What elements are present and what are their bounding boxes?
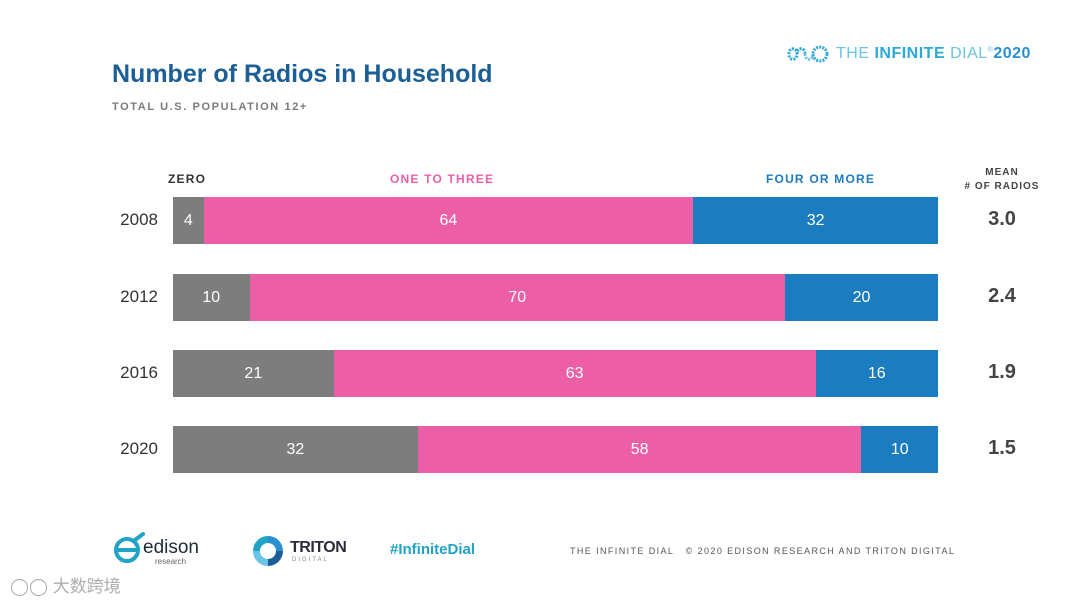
data-label: 20	[852, 288, 871, 306]
bar-row-2012: 10 70 20	[173, 274, 938, 321]
brand-dial: DIAL	[945, 45, 988, 62]
data-label: 64	[439, 211, 458, 229]
mean-value-2012: 2.4	[988, 285, 1016, 307]
data-label: 16	[867, 364, 886, 382]
triton-logo: TRITON DIGITAL	[250, 533, 347, 569]
data-label: 32	[286, 440, 305, 458]
triton-sub: DIGITAL	[292, 557, 329, 563]
bar-segment-zero-2012: 10	[173, 274, 250, 321]
bar-segment-one-to-three-2020: 58	[417, 426, 862, 473]
triton-name: TRITON	[290, 539, 347, 556]
data-label: 21	[244, 364, 263, 382]
mean-header-line2: # OF RADIOS	[964, 181, 1040, 192]
bar-segment-zero-2016: 21	[173, 350, 334, 397]
year-label-2020: 2020	[120, 439, 158, 458]
bar-segment-four-or-more-2012: 20	[785, 274, 938, 321]
year-label-2012: 2012	[120, 287, 158, 306]
legend-zero: ZERO	[168, 172, 207, 186]
triton-logo-icon	[253, 536, 283, 566]
brand-year: 2020	[993, 45, 1031, 62]
bar-segment-zero-2008: 4	[173, 197, 204, 244]
bar-segment-one-to-three-2016: 63	[333, 350, 816, 397]
legend-four-or-more: FOUR OR MORE	[766, 172, 876, 186]
edison-logo-icon	[114, 532, 145, 563]
bar-row-2016: 21 63 16	[173, 350, 938, 397]
data-label: 70	[508, 288, 527, 306]
mean-header-line1: MEAN	[985, 167, 1019, 178]
mean-header: MEAN # OF RADIOS	[940, 166, 1064, 194]
legend-one-to-three: ONE TO THREE	[390, 172, 495, 186]
brand-the: THE	[836, 45, 875, 62]
edison-logo: edison research	[111, 532, 199, 570]
brand-name: THE INFINITE DIAL®2020	[836, 45, 1031, 62]
bar-segment-zero-2020: 32	[173, 426, 418, 473]
bar-segment-four-or-more-2020: 10	[861, 426, 938, 473]
data-label: 10	[890, 440, 909, 458]
year-label-2016: 2016	[120, 363, 158, 382]
mean-value-2016: 1.9	[988, 361, 1016, 383]
edison-name: edison	[143, 536, 199, 558]
data-label: 58	[630, 440, 649, 458]
watermark: ◯◯ 大数跨境	[10, 577, 121, 596]
bar-segment-four-or-more-2008: 32	[693, 197, 938, 244]
brand-logo: THE INFINITE DIAL®2020	[786, 42, 1031, 66]
data-label: 63	[565, 364, 584, 382]
bar-segment-four-or-more-2016: 16	[815, 350, 938, 397]
chart-title: Number of Radios in Household	[112, 60, 493, 88]
hashtag-link[interactable]: #InfiniteDial	[390, 541, 476, 558]
infinity-logo-icon	[787, 45, 829, 63]
edison-sub: research	[155, 556, 187, 566]
data-label: 32	[806, 211, 825, 229]
watermark-text: 大数跨境	[52, 577, 121, 596]
mean-value-2020: 1.5	[988, 437, 1016, 459]
year-label-2008: 2008	[120, 210, 158, 229]
bar-segment-one-to-three-2012: 70	[249, 274, 785, 321]
brand-infinite: INFINITE	[874, 45, 946, 62]
bar-row-2008: 4 64 32	[173, 197, 938, 244]
copyright-text: THE INFINITE DIAL © 2020 EDISON RESEARCH…	[570, 546, 956, 556]
mean-value-2008: 3.0	[988, 208, 1016, 230]
bar-row-2020: 32 58 10	[173, 426, 938, 473]
data-label: 4	[183, 211, 193, 229]
chart-subtitle: TOTAL U.S. POPULATION 12+	[112, 101, 308, 113]
bar-segment-one-to-three-2008: 64	[203, 197, 694, 244]
data-label: 10	[202, 288, 221, 306]
